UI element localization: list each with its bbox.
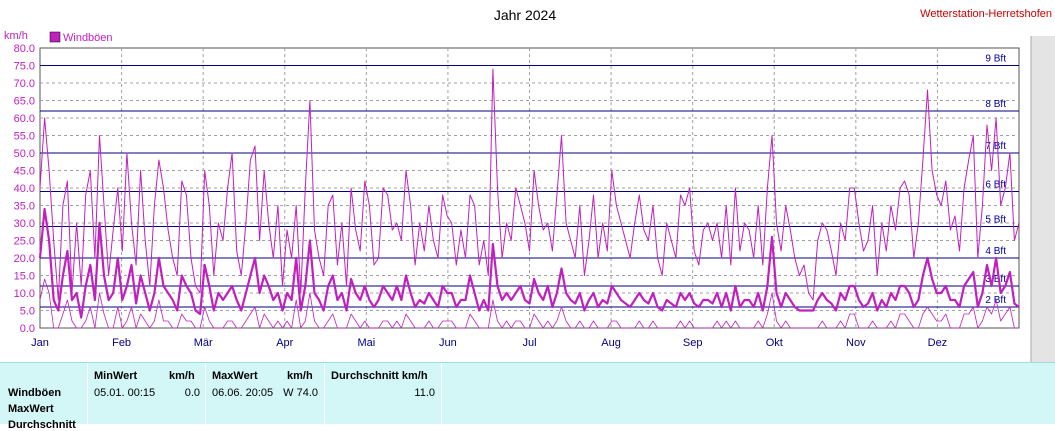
beaufort-label: 4 Bft — [985, 246, 1006, 257]
min-value: 0.0 — [184, 387, 200, 399]
table-separator — [441, 363, 442, 424]
avg-header: Durchschnitt km/h — [331, 370, 428, 382]
x-tick-label: Dez — [928, 337, 948, 349]
y-tick-label: 20.0 — [14, 253, 35, 265]
min-date: 05.01. 00:15 — [94, 387, 156, 399]
y-tick-label: 75.0 — [14, 61, 35, 73]
max-header: MaxWert — [212, 370, 258, 382]
station-name: Wetterstation-Herretshofen — [920, 8, 1052, 20]
chart-title: Jahr 2024 — [494, 7, 556, 23]
x-tick-label: Apr — [276, 337, 293, 349]
y-tick-label: 15.0 — [14, 271, 35, 283]
max-value: W 74.0 — [283, 387, 318, 399]
beaufort-label: 6 Bft — [985, 180, 1006, 191]
x-tick-label: Jan — [31, 337, 49, 349]
y-tick-label: 25.0 — [14, 236, 35, 248]
y-tick-label: 65.0 — [14, 96, 35, 108]
legend-swatch — [49, 31, 61, 43]
beaufort-label: 9 Bft — [985, 54, 1006, 65]
table-separator — [324, 363, 325, 424]
y-tick-label: 55.0 — [14, 131, 35, 143]
x-tick-label: Feb — [112, 337, 131, 349]
beaufort-label: 8 Bft — [985, 99, 1006, 110]
y-tick-label: 60.0 — [14, 113, 35, 125]
side-panel — [1031, 36, 1055, 362]
max-date: 06.06. 20:05 — [212, 387, 274, 399]
y-tick-label: 5.0 — [20, 306, 35, 318]
y-axis: 0.0 5.0 10.0 15.0 20.0 25.0 30.0 35.0 40.0 45.0 50… — [14, 43, 35, 335]
avg-value: 11.0 — [414, 387, 435, 399]
beaufort-label: 5 Bft — [985, 215, 1006, 226]
y-tick-label: 45.0 — [14, 166, 35, 178]
y-tick-label: 30.0 — [14, 218, 35, 230]
series-line — [39, 278, 1019, 329]
x-tick-label: Mär — [194, 337, 213, 349]
row-label-maxwert: MaxWert — [8, 403, 54, 415]
y-tick-label: 35.0 — [14, 201, 35, 213]
min-header: MinWert — [94, 370, 138, 382]
x-tick-label: Sep — [683, 337, 703, 349]
series-line — [38, 207, 1020, 319]
x-tick-label: Jun — [439, 337, 457, 349]
x-tick-label: Jul — [522, 337, 536, 349]
table-separator — [205, 363, 206, 424]
series-group — [38, 68, 1020, 329]
y-tick-label: 40.0 — [14, 183, 35, 195]
y-tick-label: 80.0 — [14, 43, 35, 55]
y-tick-label: 70.0 — [14, 78, 35, 90]
stats-table: Windböen MaxWert Durchschnitt MinWert km… — [0, 362, 1055, 431]
x-tick-label: Nov — [846, 337, 866, 349]
table-separator — [87, 363, 88, 424]
series-line — [39, 68, 1020, 301]
beaufort-label: 7 Bft — [985, 141, 1006, 152]
y-tick-label: 50.0 — [14, 148, 35, 160]
y-tick-label: 0.0 — [20, 323, 35, 335]
x-tick-label: Mai — [357, 337, 375, 349]
row-label-windboeen: Windböen — [8, 387, 62, 399]
x-axis: Jan Feb Mär Apr Mai Jun Jul Aug Sep Okt Nov Dez — [31, 337, 947, 349]
y-tick-label: 10.0 — [14, 288, 35, 300]
row-label-durchschnitt: Durchschnitt — [8, 419, 76, 431]
y-axis-unit: km/h — [4, 30, 28, 42]
beaufort-label: 3 Bft — [985, 274, 1006, 285]
legend-label: Windböen — [63, 32, 113, 44]
x-tick-label: Aug — [601, 337, 621, 349]
min-unit: km/h — [169, 370, 195, 382]
x-tick-label: Okt — [766, 337, 783, 349]
max-unit: km/h — [287, 370, 313, 382]
